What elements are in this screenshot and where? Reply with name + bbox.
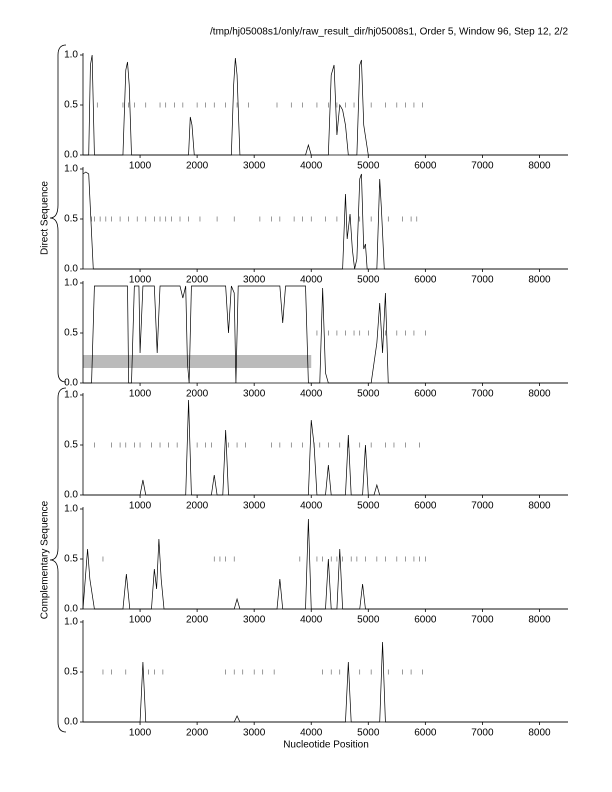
page-title: /tmp/hj05008s1/only/raw_result_dir/hj050… <box>210 27 568 38</box>
x-tick-label: 1000 <box>129 728 152 739</box>
x-tick-label: 1000 <box>129 389 152 400</box>
x-tick-label: 3000 <box>243 501 266 512</box>
score-line <box>83 285 568 384</box>
x-tick-label: 1000 <box>129 501 152 512</box>
x-tick-label: 4000 <box>300 615 323 626</box>
group-brace <box>49 387 67 733</box>
group-label: Direct Sequence <box>40 181 51 255</box>
x-tick-label: 2000 <box>186 275 209 286</box>
x-tick-label: 2000 <box>186 389 209 400</box>
x-tick-label: 6000 <box>414 728 437 739</box>
highlight-band <box>83 355 312 368</box>
x-tick-label: 7000 <box>471 501 494 512</box>
x-tick-label: 7000 <box>471 389 494 400</box>
score-line <box>83 54 568 156</box>
x-tick-label: 5000 <box>357 728 380 739</box>
x-tick-label: 2000 <box>186 615 209 626</box>
x-tick-label: 3000 <box>243 728 266 739</box>
score-line <box>83 399 568 496</box>
x-tick-label: 3000 <box>243 161 266 172</box>
x-tick-label: 6000 <box>414 161 437 172</box>
x-tick-label: 8000 <box>528 275 551 286</box>
x-tick-label: 6000 <box>414 275 437 286</box>
y-tick-label: 0.0 <box>64 490 78 501</box>
x-tick-label: 4000 <box>300 389 323 400</box>
x-tick-label: 8000 <box>528 389 551 400</box>
x-tick-label: 4000 <box>300 275 323 286</box>
x-tick-label: 5000 <box>357 389 380 400</box>
y-tick-label: 0.0 <box>64 717 78 728</box>
y-tick-label: 0.5 <box>64 554 78 565</box>
x-tick-label: 8000 <box>528 161 551 172</box>
y-tick-label: 0.5 <box>64 328 78 339</box>
y-tick-label: 0.0 <box>64 604 78 615</box>
x-tick-label: 8000 <box>528 615 551 626</box>
x-tick-label: 1000 <box>129 161 152 172</box>
y-tick-label: 0.0 <box>64 150 78 161</box>
x-tick-label: 1000 <box>129 615 152 626</box>
x-tick-label: 3000 <box>243 275 266 286</box>
x-tick-label: 7000 <box>471 728 494 739</box>
x-tick-label: 6000 <box>414 389 437 400</box>
group-label: Complementary Sequence <box>40 500 51 619</box>
x-tick-label: 2000 <box>186 728 209 739</box>
x-tick-label: 2000 <box>186 501 209 512</box>
x-axis-label: Nucleotide Position <box>283 740 369 751</box>
x-tick-label: 3000 <box>243 615 266 626</box>
y-tick-label: 0.5 <box>64 100 78 111</box>
y-tick-label: 1.0 <box>64 50 78 61</box>
x-tick-label: 7000 <box>471 615 494 626</box>
y-tick-label: 0.5 <box>64 440 78 451</box>
x-tick-label: 5000 <box>357 501 380 512</box>
x-tick-label: 6000 <box>414 501 437 512</box>
group-brace <box>49 44 67 383</box>
x-tick-label: 2000 <box>186 161 209 172</box>
y-tick-label: 0.5 <box>64 214 78 225</box>
x-tick-label: 4000 <box>300 161 323 172</box>
x-tick-label: 8000 <box>528 728 551 739</box>
score-line <box>83 641 568 723</box>
x-tick-label: 5000 <box>357 615 380 626</box>
x-tick-label: 7000 <box>471 161 494 172</box>
x-tick-label: 3000 <box>243 389 266 400</box>
y-tick-label: 0.5 <box>64 667 78 678</box>
y-tick-label: 1.0 <box>64 278 78 289</box>
x-tick-label: 4000 <box>300 728 323 739</box>
y-tick-label: 1.0 <box>64 390 78 401</box>
y-tick-label: 1.0 <box>64 617 78 628</box>
x-tick-label: 1000 <box>129 275 152 286</box>
score-line <box>82 171 568 270</box>
y-tick-label: 1.0 <box>64 504 78 515</box>
y-tick-label: 1.0 <box>64 164 78 175</box>
x-tick-label: 8000 <box>528 501 551 512</box>
x-tick-label: 5000 <box>357 161 380 172</box>
y-tick-label: 0.0 <box>64 378 78 389</box>
x-tick-label: 4000 <box>300 501 323 512</box>
y-tick-label: 0.0 <box>64 264 78 275</box>
x-tick-label: 5000 <box>357 275 380 286</box>
x-tick-label: 7000 <box>471 275 494 286</box>
x-tick-label: 6000 <box>414 615 437 626</box>
score-line <box>82 518 568 610</box>
